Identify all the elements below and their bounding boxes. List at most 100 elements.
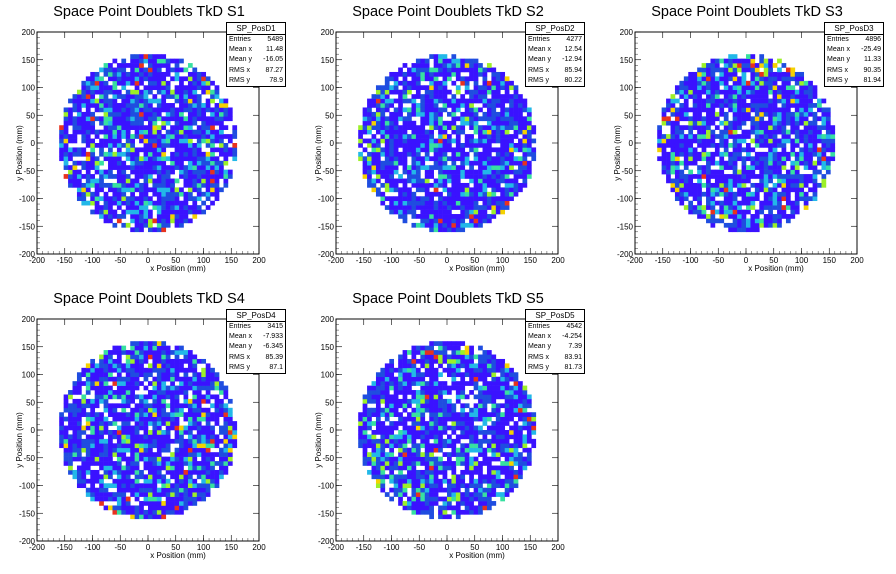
heatmap-cell — [116, 151, 122, 157]
heatmap-cell — [134, 107, 140, 113]
heatmap-cell — [148, 174, 153, 179]
heatmap-cell — [81, 403, 87, 409]
heatmap-cell — [433, 125, 439, 130]
heatmap-cell — [85, 425, 91, 431]
heatmap-cell — [148, 103, 153, 108]
heatmap-cell — [187, 492, 193, 497]
heatmap-cell — [174, 214, 180, 219]
heatmap-cell — [692, 76, 698, 82]
heatmap-cell — [68, 443, 73, 449]
heatmap-cell — [179, 425, 184, 431]
heatmap-cell — [94, 191, 100, 197]
heatmap-cell — [134, 478, 140, 484]
x-tick-label: 150 — [225, 543, 239, 552]
heatmap-cell — [183, 76, 189, 82]
heatmap-cell — [143, 514, 149, 520]
heatmap-cell — [121, 496, 127, 502]
heatmap-cell — [701, 174, 707, 179]
heatmap-cell — [442, 218, 448, 224]
heatmap-cell — [491, 174, 497, 179]
heatmap-cell — [108, 76, 113, 82]
heatmap-cell — [76, 116, 82, 122]
heatmap-cell — [478, 71, 483, 77]
heatmap-cell — [183, 430, 189, 435]
heatmap-cell — [442, 209, 448, 215]
heatmap-cell — [754, 129, 760, 135]
heatmap-cell — [661, 147, 667, 153]
heatmap-cell — [398, 94, 403, 99]
heatmap-cell — [674, 89, 680, 95]
heatmap-cell — [509, 111, 514, 117]
x-tick-label: 100 — [795, 256, 809, 265]
heatmap-cell — [486, 134, 492, 139]
heatmap-cell — [429, 67, 434, 73]
heatmap-cell — [174, 487, 180, 493]
heatmap-cell — [90, 89, 96, 95]
heatmap-cell — [464, 85, 470, 91]
heatmap-cell — [799, 196, 805, 202]
heatmap-cell — [76, 385, 82, 391]
heatmap-cell — [411, 182, 417, 188]
heatmap-cell — [223, 107, 229, 113]
heatmap-cell — [424, 129, 430, 135]
heatmap-cell — [103, 120, 109, 126]
heatmap-cell — [108, 71, 113, 77]
heatmap-cell — [447, 138, 452, 144]
heatmap-cell — [112, 200, 118, 206]
heatmap-cell — [442, 178, 448, 184]
heatmap-cell — [482, 151, 488, 157]
heatmap-cell — [518, 143, 523, 148]
heatmap-cell — [125, 205, 131, 210]
heatmap-cell — [112, 434, 118, 440]
heatmap-cell — [134, 350, 140, 355]
heatmap-cell — [192, 196, 198, 202]
heatmap-cell — [85, 200, 91, 206]
heatmap-cell — [429, 227, 434, 233]
heatmap-cell — [205, 129, 211, 135]
heatmap-cell — [103, 496, 109, 502]
heatmap-cell — [768, 143, 773, 148]
heatmap-cell — [509, 178, 514, 184]
heatmap-cell — [196, 376, 202, 382]
heatmap-cell — [156, 116, 162, 122]
heatmap-cell — [367, 111, 372, 117]
heatmap-cell — [768, 103, 773, 108]
heatmap-cell — [495, 129, 501, 135]
heatmap-cell — [375, 191, 381, 197]
heatmap-cell — [500, 174, 506, 179]
heatmap-cell — [210, 151, 215, 157]
heatmap-cell — [108, 98, 113, 104]
heatmap-cell — [214, 372, 220, 378]
heatmap-cell — [223, 447, 229, 453]
heatmap-cell — [134, 341, 140, 346]
heatmap-cell — [130, 447, 135, 453]
heatmap-cell — [455, 58, 461, 64]
heatmap-cell — [697, 71, 702, 77]
heatmap-cell — [174, 222, 180, 228]
heatmap-cell — [143, 222, 149, 228]
heatmap-cell — [772, 85, 778, 91]
heatmap-cell — [777, 169, 782, 175]
heatmap-cell — [219, 111, 224, 117]
heatmap-cell — [139, 416, 144, 422]
heatmap-cell — [179, 403, 184, 409]
x-tick-label: -50 — [413, 256, 425, 265]
heatmap-cell — [85, 174, 91, 179]
heatmap-cell — [384, 143, 390, 148]
heatmap-cell — [821, 143, 827, 148]
heatmap-cell — [143, 116, 149, 122]
heatmap-cell — [165, 222, 171, 228]
heatmap-cell — [148, 147, 153, 153]
heatmap-cell — [85, 412, 91, 417]
heatmap-cell — [116, 169, 122, 175]
heatmap-cell — [375, 147, 381, 153]
heatmap-cell — [692, 196, 698, 202]
heatmap-cell — [688, 191, 694, 197]
heatmap-cell — [179, 345, 184, 351]
heatmap-cell — [464, 67, 470, 73]
heatmap-cell — [152, 54, 158, 59]
heatmap-cell — [165, 461, 171, 466]
heatmap-cell — [125, 501, 131, 506]
heatmap-cell — [723, 85, 729, 91]
heatmap-cell — [214, 147, 220, 153]
